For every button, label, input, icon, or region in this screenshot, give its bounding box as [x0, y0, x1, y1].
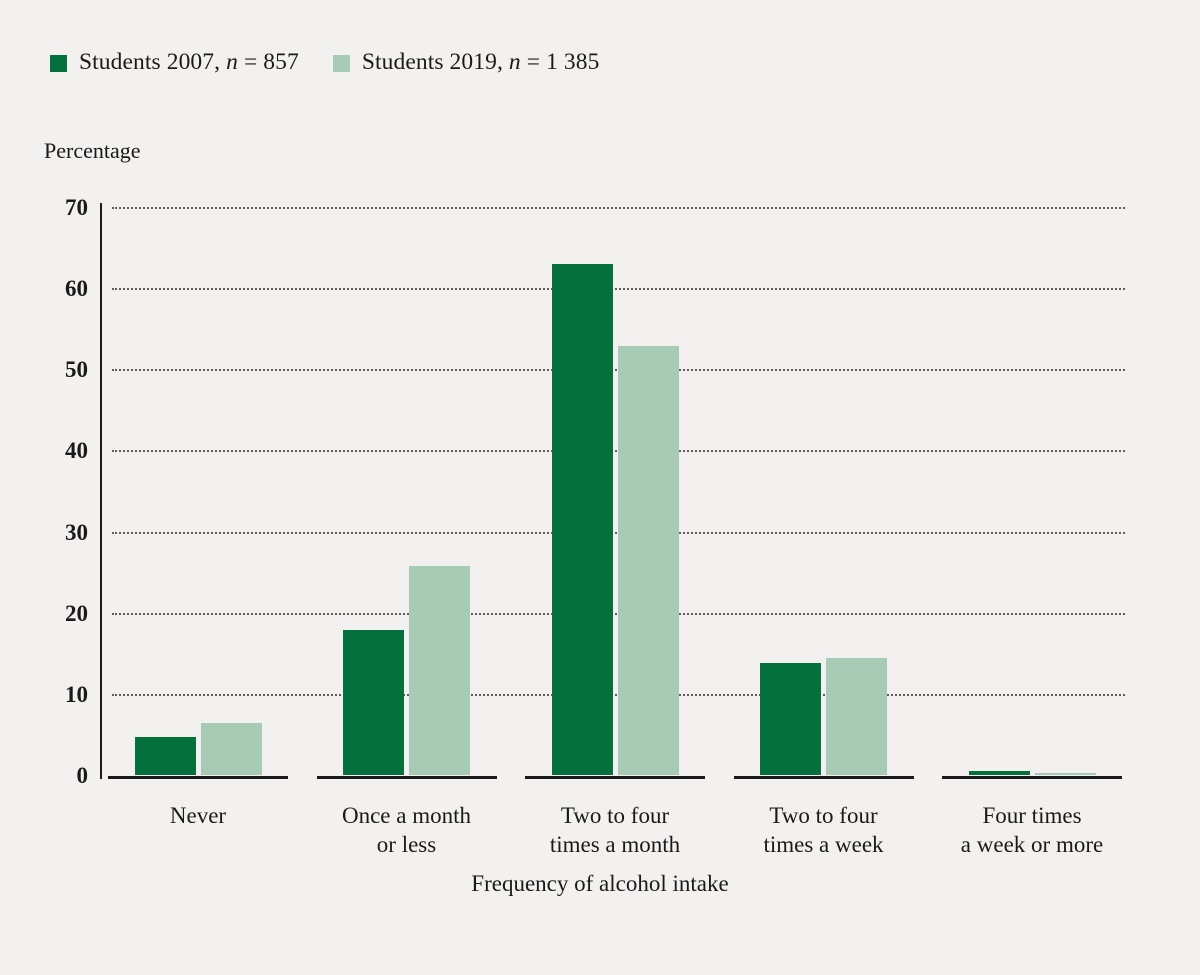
legend-label-text-2007: Students 2007,: [79, 49, 221, 76]
bar-2007-3[interactable]: [760, 663, 821, 775]
x-axis-category-label-line: Two to four: [560, 803, 670, 828]
bar-2019-4[interactable]: [1034, 773, 1096, 775]
legend-swatch-students-2007: [50, 54, 67, 72]
bar-2007-1[interactable]: [343, 629, 404, 775]
bar-pair-2: [525, 207, 705, 775]
y-axis-tick-0: 0: [76, 763, 89, 788]
x-axis-category-label-line: or less: [376, 832, 437, 858]
baseline-segment-2: [525, 776, 705, 779]
y-axis-tick-10: 10: [65, 681, 88, 707]
baseline-segment-0: [108, 776, 288, 779]
x-axis-category-label-line: Once a month: [341, 803, 472, 828]
legend-swatch-students-2019: [332, 54, 350, 72]
legend-label-value-2019: = 1 385: [526, 49, 600, 76]
x-axis-category-label-0: Never: [170, 801, 226, 830]
bar-group-1: Once a month or less: [316, 207, 497, 857]
y-axis-tick-30: 30: [65, 519, 88, 545]
baseline-segment-4: [942, 776, 1122, 779]
x-axis-category-label-3: Two to four times a week: [763, 801, 883, 860]
bar-2019-3[interactable]: [826, 658, 887, 775]
y-axis-tick-70: 70: [65, 195, 88, 220]
legend-label-students-2019: Students 2019, n = 1 385: [362, 51, 600, 75]
bar-2019-1[interactable]: [409, 566, 470, 775]
y-axis-line: [100, 203, 102, 779]
bar-group-0: Never: [108, 207, 288, 828]
x-axis-category-label-line: a week or more: [960, 832, 1104, 858]
bar-2007-0[interactable]: [134, 736, 196, 775]
x-axis-category-label-line: times a month: [549, 832, 681, 858]
y-axis-tick-60: 60: [65, 276, 88, 302]
y-axis-title: Percentage: [44, 138, 141, 163]
bar-group-3: Two to four times a week: [733, 207, 914, 857]
bar-group-4: Four times a week or more: [942, 207, 1122, 857]
legend-label-students-2007: Students 2007, n = 857: [79, 51, 299, 75]
x-axis-title: Frequency of alcohol intake: [471, 871, 729, 896]
bar-pair-3: [734, 207, 914, 775]
bar-pair-4: [942, 207, 1122, 775]
x-axis-category-label-4: Four times a week or more: [961, 801, 1103, 860]
baseline-segment-3: [733, 776, 914, 779]
x-axis-category-label-line: Two to four: [769, 803, 878, 828]
gridline-70: [112, 207, 1125, 209]
bar-2007-4[interactable]: [968, 770, 1030, 775]
legend-label-n-2007: n: [226, 49, 238, 76]
bar-2019-2[interactable]: [617, 345, 679, 775]
bar-group-2: Two to four times a month: [525, 207, 705, 857]
x-axis-category-label-line: Four times: [982, 803, 1082, 828]
y-axis-tick-20: 20: [65, 600, 88, 626]
x-axis-category-label-line: Never: [169, 803, 227, 828]
bar-pair-1: [317, 207, 497, 775]
x-axis-category-label-2: Two to four times a month: [550, 801, 680, 860]
x-axis-category-label-line: times a week: [763, 832, 884, 858]
baseline-segment-1: [316, 776, 497, 779]
legend-entry-students-2019: Students 2019, n = 1 385: [332, 51, 600, 75]
y-axis-tick-50: 50: [65, 357, 88, 383]
legend-label-n-2019: n: [508, 49, 521, 76]
legend-label-value-2007: = 857: [243, 49, 299, 76]
gridline-60: [112, 288, 1125, 291]
x-axis-category-label-1: Once a month or less: [342, 801, 471, 860]
chart-legend: Students 2007, n = 857 Students 2019, n …: [50, 50, 599, 76]
legend-label-text-2019: Students 2019,: [361, 49, 503, 76]
y-axis-tick-40: 40: [65, 438, 88, 464]
plot-area: Never Once a month or less Two to four times…: [100, 207, 1125, 857]
legend-entry-students-2007: Students 2007, n = 857: [50, 51, 299, 75]
bar-2007-2[interactable]: [551, 263, 613, 775]
bar-2019-0[interactable]: [200, 723, 262, 775]
bar-pair-0: [108, 207, 288, 775]
